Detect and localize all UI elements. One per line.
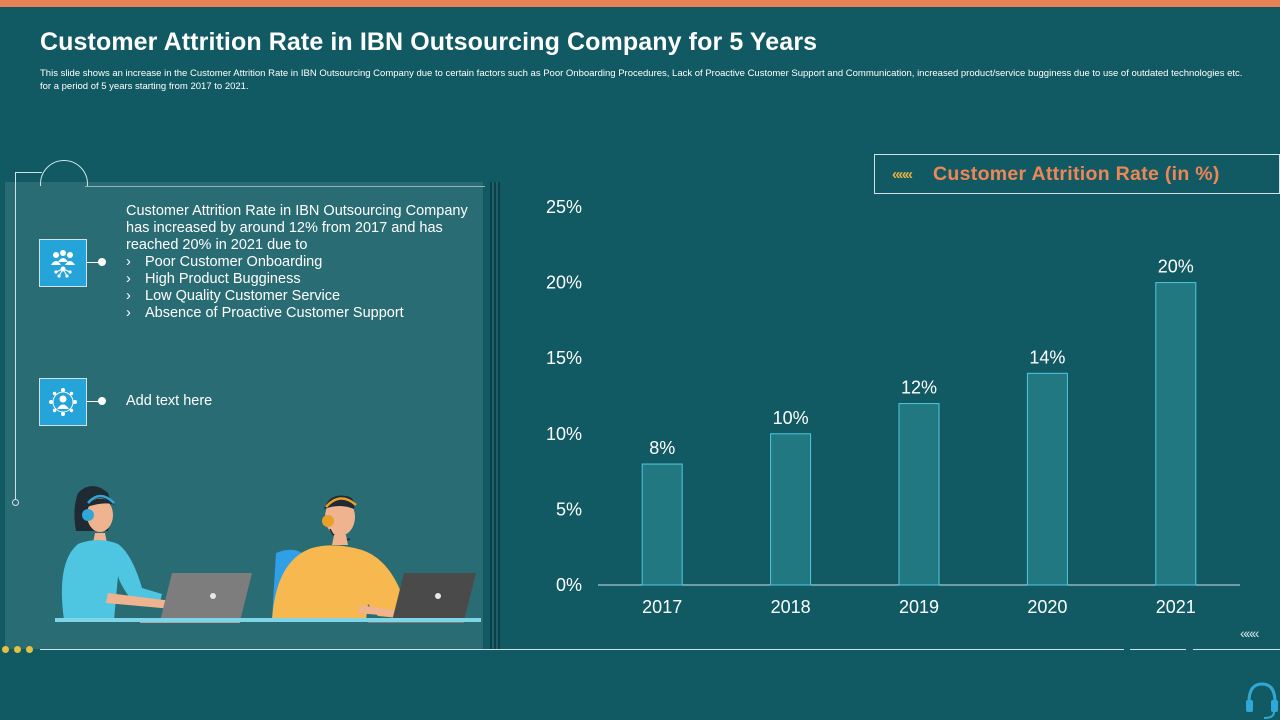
bottom-divider <box>40 649 1124 650</box>
yellow-dot <box>14 646 21 653</box>
data-label: 14% <box>1029 347 1065 367</box>
y-tick-label: 5% <box>556 499 582 519</box>
top-accent-bar <box>0 0 1280 7</box>
data-label: 12% <box>901 378 937 398</box>
y-tick-label: 25% <box>546 197 582 217</box>
customer-hub-icon <box>39 378 87 426</box>
pointer-line-2 <box>86 401 100 402</box>
male-agent-figure <box>272 495 422 620</box>
bar-2019 <box>898 403 940 586</box>
y-tick-label: 10% <box>546 424 582 444</box>
bullet-chevron-icon: › <box>126 271 131 287</box>
bullet-item: › Poor Customer Onboarding <box>126 254 323 270</box>
chevrons-left-icon: ««« <box>892 165 913 183</box>
bullet-chevron-icon: › <box>126 254 131 270</box>
bar-2017 <box>641 463 683 586</box>
desk-line <box>55 618 481 622</box>
bottom-divider-segment <box>1130 649 1186 650</box>
headset-icon <box>1246 682 1278 719</box>
data-label: 20% <box>1158 257 1194 277</box>
bullet-item: › Low Quality Customer Service <box>126 288 341 304</box>
point-1: Customer Attrition Rate in IBN Outsourci… <box>126 203 481 322</box>
bar-2018 <box>770 433 812 586</box>
connector-line <box>15 172 16 499</box>
data-label: 10% <box>773 408 809 428</box>
bullet-chevron-icon: › <box>126 305 131 321</box>
pointer-line-1 <box>86 262 100 263</box>
legend-label: Customer Attrition Rate (in %) <box>933 162 1220 185</box>
chart-legend: ««« Customer Attrition Rate (in %) <box>874 154 1280 194</box>
point-1-bullets: › Poor Customer Onboarding › High Product … <box>126 254 481 322</box>
call-center-agents-illustration <box>61 486 476 623</box>
x-tick-label: 2018 <box>771 597 811 617</box>
connector-end-ring <box>12 499 19 506</box>
data-label: 8% <box>649 438 675 458</box>
y-tick-label: 15% <box>546 348 582 368</box>
x-tick-label: 2019 <box>899 597 939 617</box>
page-subtitle: This slide shows an increase in the Cust… <box>40 68 1243 92</box>
team-network-icon <box>39 239 87 287</box>
bullet-item: › High Product Bugginess <box>126 271 301 287</box>
bullet-chevron-icon: › <box>126 288 131 304</box>
bar-2020 <box>1026 372 1068 586</box>
pointer-dot-1 <box>98 258 106 266</box>
x-tick-label: 2017 <box>642 597 682 617</box>
connector-line-top <box>15 172 42 173</box>
page-title: Customer Attrition Rate in IBN Outsourci… <box>40 28 818 56</box>
female-agent-figure <box>61 486 172 620</box>
yellow-dot <box>26 646 33 653</box>
chevrons-left-icon: ««« <box>1240 625 1259 641</box>
pointer-dot-2 <box>98 397 106 405</box>
point-1-text: Customer Attrition Rate in IBN Outsourci… <box>126 203 468 253</box>
x-tick-label: 2020 <box>1027 597 1067 617</box>
attrition-bar-chart: 0% 5% 10% 15% 20% 25% 8% 2017 10% 2018 12% 2019 14% 2… <box>546 197 1240 617</box>
bar-2021 <box>1155 282 1197 586</box>
point-2-text: Add text here <box>126 393 213 409</box>
bottom-divider-segment <box>1193 649 1280 650</box>
panel-edge-stripes <box>490 182 500 649</box>
y-tick-label: 20% <box>546 273 582 293</box>
y-tick-label: 0% <box>556 575 582 595</box>
yellow-dot <box>2 646 9 653</box>
x-tick-label: 2021 <box>1156 597 1196 617</box>
connector-line-top-right <box>85 186 485 187</box>
bullet-item: › Absence of Proactive Customer Support <box>126 305 404 321</box>
